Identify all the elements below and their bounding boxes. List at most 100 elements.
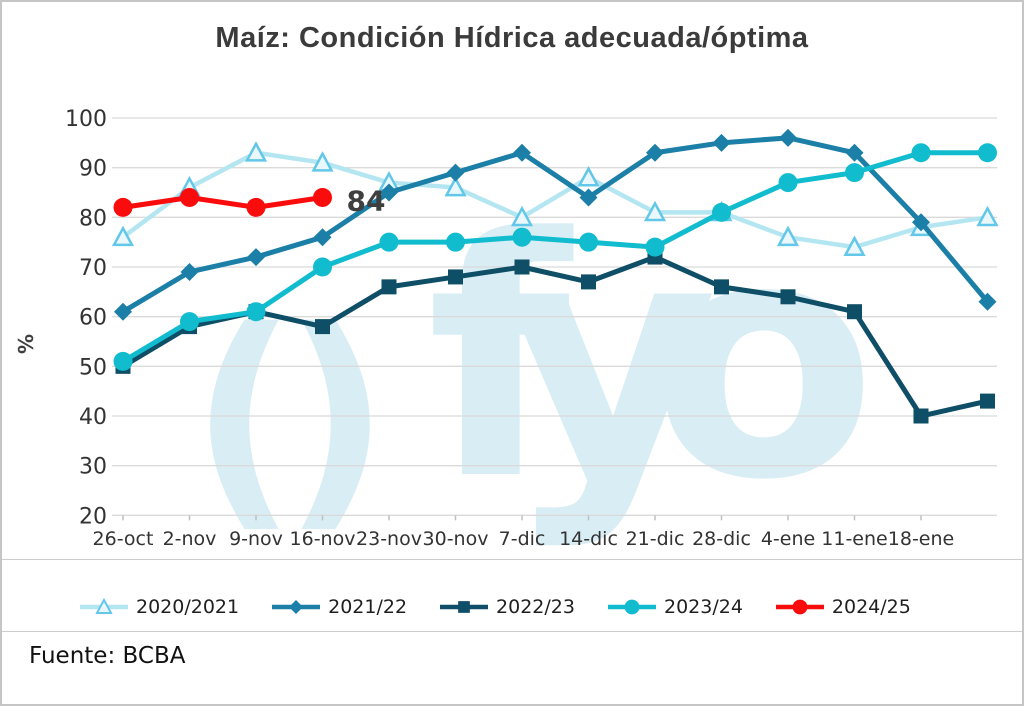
x-axis-labels: 26-oct 2-nov 9-nov 16-nov 23-nov 30-nov 7-dic 1… xyxy=(93,515,954,550)
data-point-triangle-open xyxy=(976,205,999,227)
y-axis-title: % xyxy=(14,334,38,354)
data-point-square xyxy=(913,408,929,424)
data-point-square xyxy=(581,274,596,290)
data-point-circle xyxy=(379,232,399,252)
data-point-circle xyxy=(911,143,931,163)
y-tick-label: 70 xyxy=(79,256,107,281)
x-tick-label: 21-dic xyxy=(626,528,685,550)
series-line xyxy=(120,150,990,250)
separator-line-bottom xyxy=(2,631,1022,632)
data-point-diamond xyxy=(247,248,265,267)
data-point-circle xyxy=(246,302,266,322)
separator-line-top xyxy=(2,559,1022,560)
data-point-triangle-open xyxy=(311,151,334,172)
x-tick-label: 7-dic xyxy=(499,528,546,550)
data-point-square xyxy=(714,279,729,295)
data-point-diamond xyxy=(978,292,997,311)
y-tick-label: 100 xyxy=(65,107,107,132)
series-2021-22 xyxy=(114,128,997,321)
watermark-text: fyo xyxy=(427,168,877,552)
data-point-diamond xyxy=(513,143,531,162)
data-point-triangle-open xyxy=(244,141,268,162)
legend-swatch xyxy=(440,601,489,613)
chart-title: Maíz: Condición Hídrica adecuada/óptima xyxy=(215,22,809,54)
y-tick-label: 20 xyxy=(79,504,107,529)
legend: 2020/2021 2021/22 2022/23 2023/24 2024/25 xyxy=(79,596,911,618)
x-tick-label: 4-ene xyxy=(761,528,815,550)
legend-label: 2022/23 xyxy=(496,596,575,618)
x-tick-label: 14-dic xyxy=(559,528,618,550)
legend-label: 2021/22 xyxy=(328,596,408,618)
data-point-circle xyxy=(180,187,199,207)
legend-swatch xyxy=(607,599,656,615)
watermark-symbol: ( ) xyxy=(190,281,390,554)
legend-item-2024-25: 2024/25 xyxy=(775,596,911,618)
data-point-diamond xyxy=(446,163,465,182)
data-point-diamond xyxy=(289,599,304,615)
data-point-square xyxy=(514,259,530,275)
data-point-circle xyxy=(512,227,532,247)
legend-item-2023-24: 2023/24 xyxy=(607,596,743,618)
data-point-circle xyxy=(313,257,332,277)
x-tick-label: 30-nov xyxy=(423,528,489,550)
legend-item-2020-2021: 2020/2021 xyxy=(79,596,239,618)
series-line xyxy=(120,194,325,210)
data-point-diamond xyxy=(646,143,664,162)
data-point-square xyxy=(458,601,470,613)
data-point-triangle-open xyxy=(95,597,113,614)
legend-swatch xyxy=(80,597,128,614)
data-point-circle xyxy=(778,173,798,193)
series-2020-2021 xyxy=(111,141,999,257)
data-point-triangle-open xyxy=(510,205,534,227)
y-tick-label: 90 xyxy=(79,157,107,182)
data-point-triangle-open xyxy=(776,225,800,247)
source-text: Fuente: BCBA xyxy=(29,643,186,669)
data-point-diamond xyxy=(845,143,864,162)
y-tick-label: 60 xyxy=(79,306,107,331)
data-point-triangle-open xyxy=(643,200,667,222)
data-point-square xyxy=(847,304,862,320)
data-point-circle xyxy=(446,232,465,252)
x-tick-label: 2-nov xyxy=(163,528,217,550)
data-point-diamond xyxy=(712,133,731,152)
y-tick-label: 80 xyxy=(79,206,107,231)
data-point-square xyxy=(381,279,397,295)
data-point-diamond xyxy=(380,183,398,202)
series-line xyxy=(120,150,990,364)
x-tick-label: 11-ene xyxy=(821,528,887,550)
data-point-triangle-open xyxy=(111,225,135,247)
data-point-circle xyxy=(712,202,731,222)
data-point-circle xyxy=(792,599,808,615)
legend-label: 2024/25 xyxy=(831,596,911,618)
data-point-circle xyxy=(845,163,864,183)
data-point-diamond xyxy=(779,128,797,147)
data-point-circle xyxy=(978,143,997,163)
x-tick-label: 18-ene xyxy=(888,528,954,550)
data-point-circle xyxy=(624,599,640,615)
data-point-circle xyxy=(246,197,266,217)
series-line xyxy=(120,254,990,419)
data-point-square xyxy=(780,289,796,305)
data-point-circle xyxy=(579,232,598,252)
y-tick-label: 30 xyxy=(79,455,107,480)
data-point-diamond xyxy=(912,213,930,232)
x-tick-label: 28-dic xyxy=(692,528,751,550)
data-point-square xyxy=(315,319,330,335)
legend-item-2021-22: 2021/22 xyxy=(271,596,407,618)
watermark: ( ) fyo xyxy=(190,168,877,554)
x-tick-label: 26-oct xyxy=(93,528,154,550)
legend-swatch xyxy=(272,599,321,615)
y-tick-label: 40 xyxy=(79,405,107,430)
annotation-label: 84 xyxy=(347,184,386,217)
series-line xyxy=(120,135,990,315)
data-point-diamond xyxy=(579,188,598,207)
series-2023-24 xyxy=(113,143,997,371)
data-point-circle xyxy=(113,197,133,217)
data-point-diamond xyxy=(313,228,332,247)
data-point-circle xyxy=(645,237,665,257)
legend-label: 2023/24 xyxy=(663,596,743,618)
data-point-triangle-open xyxy=(843,235,866,257)
data-point-circle xyxy=(313,187,332,207)
